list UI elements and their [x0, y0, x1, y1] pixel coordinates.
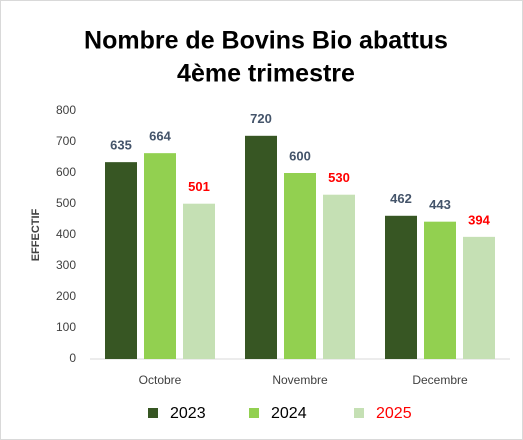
y-tick-label: 300: [56, 258, 76, 272]
chart-subtitle: 4ème trimestre: [177, 60, 355, 88]
chart-title: Nombre de Bovins Bio abattus: [84, 27, 448, 55]
y-tick-label: 700: [56, 134, 76, 148]
data-label: 635: [110, 138, 132, 153]
bar: [424, 221, 456, 359]
bar: [323, 194, 355, 359]
bar: [105, 162, 137, 359]
y-axis-label: EFFECTIF: [30, 208, 42, 261]
legend-swatch: [249, 408, 259, 418]
y-tick-label: 500: [56, 196, 76, 210]
data-label: 501: [188, 179, 210, 194]
data-label: 462: [390, 191, 412, 206]
legend-swatch: [148, 408, 158, 418]
legend-label: 2023: [170, 405, 206, 422]
bar: [463, 236, 495, 359]
bar: [385, 215, 417, 359]
bar: [245, 135, 277, 359]
y-tick-label: 0: [69, 351, 76, 365]
data-label: 394: [468, 212, 490, 227]
bar: [284, 173, 316, 359]
y-tick-label: 200: [56, 289, 76, 303]
data-label: 530: [328, 170, 350, 185]
y-tick-label: 100: [56, 320, 76, 334]
data-label: 720: [250, 111, 272, 126]
x-tick-label: Novembre: [272, 373, 328, 387]
data-label: 443: [429, 197, 451, 212]
y-tick-label: 400: [56, 227, 76, 241]
legend-label: 2025: [376, 405, 412, 422]
x-tick-label: Decembre: [412, 373, 468, 387]
bar: [144, 153, 176, 359]
y-tick-label: 800: [56, 103, 76, 117]
bar: [183, 203, 215, 359]
data-label: 600: [289, 148, 311, 163]
legend-swatch: [354, 408, 364, 418]
y-tick-label: 600: [56, 165, 76, 179]
data-label: 664: [149, 129, 171, 144]
x-tick-label: Octobre: [139, 373, 182, 387]
legend-label: 2024: [271, 405, 307, 422]
